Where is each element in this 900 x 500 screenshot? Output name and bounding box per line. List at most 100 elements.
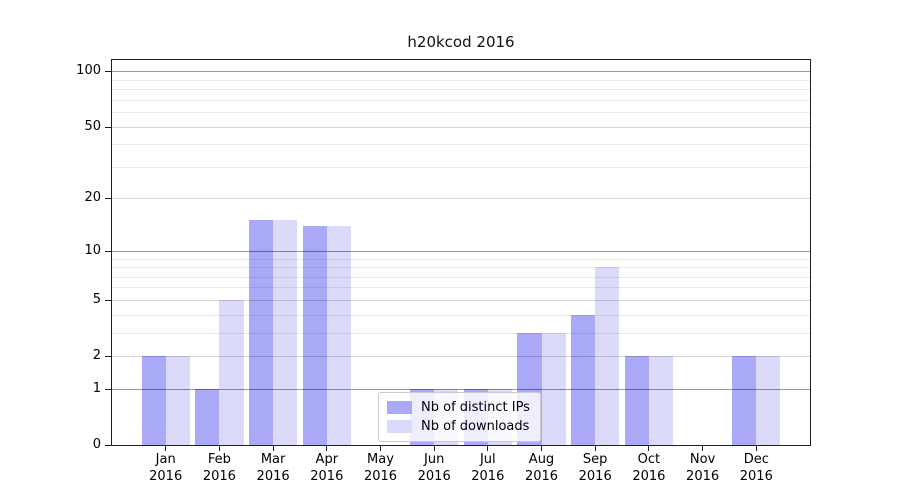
grid-layer: [112, 60, 810, 445]
legend-item-downloads: Nb of downloads: [387, 417, 530, 436]
gridline-10: [112, 251, 810, 252]
bar-nb-of-downloads-dec: [756, 356, 781, 445]
month-label: Jan: [155, 452, 176, 467]
year-label: 2016: [363, 469, 398, 484]
x-tick-feb: [218, 446, 220, 451]
gridline-8: [112, 267, 810, 268]
x-tick-label-may: May 2016: [349, 451, 413, 485]
year-label: 2016: [202, 469, 236, 484]
x-tick-label-apr: Apr 2016: [295, 451, 359, 485]
x-tick-dec: [755, 446, 757, 451]
chart-title: h20kcod 2016: [407, 33, 515, 51]
y-tick-1: [105, 389, 111, 390]
gridline-7: [112, 277, 810, 278]
month-label: Dec: [743, 452, 769, 467]
x-tick-label-jul: Jul 2016: [456, 451, 520, 485]
y-tick-2: [105, 356, 111, 357]
x-tick-may: [380, 446, 381, 451]
y-tick-50: [105, 127, 111, 128]
gridline-100: [112, 71, 810, 72]
x-axis: Jan 2016 Feb 2016 Mar 2016 Apr 2016 May 2016 Jun 20…: [112, 445, 810, 497]
month-label: Jun: [424, 452, 445, 467]
x-tick-label-jan: Jan 2016: [134, 451, 198, 485]
gridline-5: [112, 300, 810, 301]
y-tick-label-50: 50: [84, 119, 101, 134]
gridline-90: [112, 80, 810, 81]
bar-nb-of-downloads-apr: [326, 225, 351, 445]
y-axis: 0 1 2 5 10 20 50 100: [0, 60, 112, 452]
year-label: 2016: [149, 469, 183, 484]
legend: Nb of distinct IPs Nb of downloads: [378, 392, 541, 442]
bar-nb-of-distinct-ips-jan: [141, 356, 166, 445]
gridline-4: [112, 315, 810, 316]
bar-nb-of-downloads-mar: [273, 220, 298, 445]
month-label: May: [367, 452, 394, 467]
x-tick-label-aug: Aug 2016: [510, 451, 574, 485]
year-label: 2016: [417, 469, 451, 484]
gridline-50: [112, 127, 810, 128]
month-label: Aug: [528, 452, 555, 467]
bar-nb-of-distinct-ips-mar: [248, 220, 274, 445]
month-label: Sep: [582, 452, 608, 467]
gridline-70: [112, 100, 810, 101]
month-label: Nov: [689, 452, 716, 467]
month-label: Apr: [315, 452, 339, 467]
y-tick-0: [105, 445, 111, 446]
legend-label-downloads: Nb of downloads: [421, 419, 530, 434]
x-tick-nov: [702, 446, 704, 451]
x-tick-label-nov: Nov 2016: [671, 451, 735, 485]
bar-nb-of-distinct-ips-apr: [302, 225, 327, 445]
month-label: Mar: [260, 452, 286, 467]
plot-area: [111, 59, 811, 446]
bar-nb-of-distinct-ips-oct: [624, 356, 649, 445]
gridline-30: [112, 167, 810, 168]
year-label: 2016: [471, 469, 505, 484]
year-label: 2016: [686, 469, 720, 484]
bar-nb-of-downloads-aug: [541, 332, 566, 445]
y-tick-label-0: 0: [92, 437, 101, 452]
gridline-40: [112, 144, 810, 145]
gridline-20: [112, 198, 810, 199]
x-tick-label-jun: Jun 2016: [402, 451, 466, 485]
bar-nb-of-downloads-jan: [165, 356, 190, 445]
month-label: Feb: [207, 452, 231, 467]
gridline-6: [112, 287, 810, 288]
legend-swatch-distinct-ips: [387, 401, 412, 414]
bar-nb-of-downloads-sep: [595, 267, 620, 445]
x-tick-jun: [433, 446, 435, 451]
gridline-1: [112, 389, 810, 390]
month-label: Oct: [637, 452, 661, 467]
gridline-60: [112, 112, 810, 113]
year-label: 2016: [524, 469, 559, 484]
y-tick-label-20: 20: [84, 190, 101, 205]
x-tick-label-feb: Feb 2016: [187, 451, 251, 485]
y-tick-20: [105, 198, 111, 199]
y-tick-100: [105, 71, 111, 72]
x-tick-aug: [541, 446, 542, 451]
y-tick-label-1: 1: [92, 381, 101, 396]
gridline-80: [112, 89, 810, 90]
bar-nb-of-distinct-ips-dec: [732, 356, 757, 445]
x-tick-label-oct: Oct 2016: [617, 451, 681, 485]
x-tick-sep: [594, 446, 596, 451]
month-label: Jul: [479, 452, 496, 467]
y-tick-label-2: 2: [92, 348, 101, 363]
gridline-9: [112, 259, 810, 260]
x-tick-label-dec: Dec 2016: [724, 451, 788, 485]
x-tick-mar: [272, 446, 274, 451]
y-tick-label-5: 5: [92, 292, 101, 307]
year-label: 2016: [578, 469, 612, 484]
bar-nb-of-downloads-oct: [648, 356, 674, 445]
x-tick-oct: [648, 446, 650, 451]
legend-item-distinct-ips: Nb of distinct IPs: [387, 398, 530, 417]
x-tick-label-mar: Mar 2016: [241, 451, 305, 485]
y-tick-5: [105, 300, 111, 301]
x-tick-apr: [326, 446, 328, 451]
x-tick-jul: [487, 446, 489, 451]
y-tick-10: [105, 251, 111, 252]
y-tick-label-10: 10: [84, 243, 101, 258]
gridline-2: [112, 356, 810, 357]
x-tick-jan: [165, 446, 167, 451]
x-tick-label-sep: Sep 2016: [563, 451, 627, 485]
